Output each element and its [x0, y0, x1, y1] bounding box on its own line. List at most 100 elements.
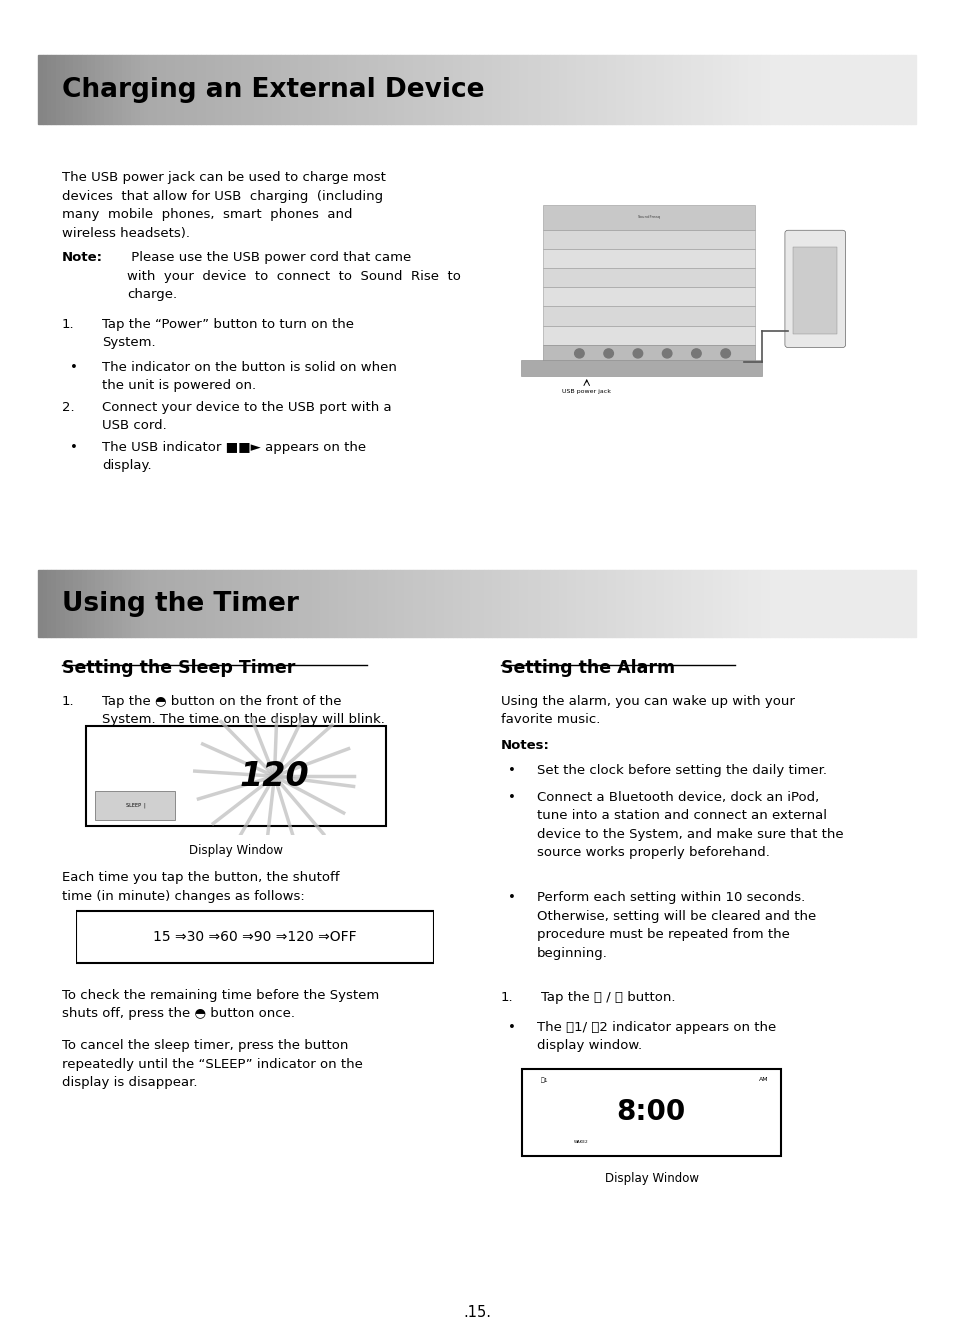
Text: Notes:: Notes:: [500, 739, 549, 752]
Bar: [562, 570, 567, 637]
Bar: [276, 570, 280, 637]
Bar: [206, 55, 210, 124]
Bar: [616, 570, 619, 637]
Bar: [549, 570, 554, 637]
Bar: [47, 55, 51, 124]
Bar: [43, 570, 47, 637]
Bar: [554, 570, 558, 637]
Bar: [492, 55, 497, 124]
Bar: [769, 55, 774, 124]
Bar: [717, 570, 721, 637]
Bar: [312, 55, 315, 124]
Text: Setting the Sleep Timer: Setting the Sleep Timer: [62, 659, 295, 676]
Bar: [478, 570, 483, 637]
Text: The USB indicator ■■► appears on the
display.: The USB indicator ■■► appears on the dis…: [102, 441, 366, 473]
Bar: [584, 570, 589, 637]
Bar: [818, 570, 822, 637]
Bar: [399, 570, 404, 637]
Bar: [91, 55, 95, 124]
Bar: [518, 55, 523, 124]
Bar: [536, 55, 540, 124]
Bar: [245, 570, 250, 637]
Bar: [456, 55, 461, 124]
Bar: [598, 570, 602, 637]
Bar: [359, 55, 364, 124]
Bar: [95, 570, 100, 637]
Bar: [122, 55, 126, 124]
Bar: [488, 55, 492, 124]
Bar: [703, 55, 708, 124]
Bar: [633, 570, 638, 637]
Bar: [254, 55, 258, 124]
Bar: [214, 55, 219, 124]
Bar: [510, 55, 514, 124]
Bar: [47, 570, 51, 637]
Bar: [673, 570, 677, 637]
Bar: [109, 55, 113, 124]
Text: Connect a Bluetooth device, dock an iPod,
tune into a station and connect an ext: Connect a Bluetooth device, dock an iPod…: [537, 791, 842, 859]
Bar: [611, 55, 616, 124]
Bar: [166, 570, 171, 637]
Bar: [836, 55, 840, 124]
Bar: [888, 55, 893, 124]
Bar: [558, 55, 562, 124]
Bar: [734, 55, 739, 124]
Text: •: •: [508, 891, 516, 904]
Bar: [174, 570, 179, 637]
Bar: [334, 570, 337, 637]
Bar: [144, 570, 149, 637]
Bar: [527, 570, 532, 637]
Text: To cancel the sleep timer, press the button
repeatedly until the “SLEEP” indicat: To cancel the sleep timer, press the but…: [62, 1039, 362, 1089]
Bar: [871, 570, 875, 637]
Bar: [567, 55, 571, 124]
Bar: [87, 570, 91, 637]
Text: •: •: [508, 791, 516, 804]
Bar: [135, 55, 139, 124]
Bar: [109, 570, 113, 637]
Bar: [571, 570, 576, 637]
Bar: [377, 570, 382, 637]
Bar: [695, 570, 699, 637]
Bar: [774, 55, 779, 124]
Bar: [404, 55, 408, 124]
Bar: [712, 55, 717, 124]
Bar: [315, 55, 320, 124]
Bar: [117, 55, 122, 124]
Bar: [87, 55, 91, 124]
Bar: [443, 570, 448, 637]
Bar: [210, 570, 214, 637]
Bar: [250, 570, 254, 637]
Bar: [38, 55, 43, 124]
Bar: [734, 570, 739, 637]
Bar: [386, 570, 391, 637]
Bar: [294, 55, 298, 124]
Bar: [668, 55, 673, 124]
Bar: [532, 55, 536, 124]
Bar: [453, 570, 456, 637]
Bar: [858, 570, 862, 637]
Bar: [545, 55, 549, 124]
Bar: [594, 55, 598, 124]
Bar: [858, 55, 862, 124]
Bar: [391, 570, 395, 637]
Bar: [51, 570, 55, 637]
Bar: [131, 570, 135, 637]
Bar: [849, 570, 853, 637]
Bar: [254, 570, 258, 637]
Bar: [673, 55, 677, 124]
Bar: [646, 570, 651, 637]
Bar: [302, 570, 307, 637]
Bar: [483, 570, 488, 637]
Text: Tap the ◓ button on the front of the
System. The time on the display will blink.: Tap the ◓ button on the front of the Sys…: [102, 695, 385, 727]
Text: •: •: [508, 764, 516, 778]
Text: Note:: Note:: [62, 251, 103, 265]
Bar: [285, 570, 290, 637]
Bar: [787, 55, 792, 124]
Bar: [241, 55, 245, 124]
Bar: [668, 570, 673, 637]
Bar: [769, 570, 774, 637]
Bar: [580, 55, 584, 124]
Bar: [779, 55, 782, 124]
Bar: [893, 55, 898, 124]
Bar: [562, 55, 567, 124]
